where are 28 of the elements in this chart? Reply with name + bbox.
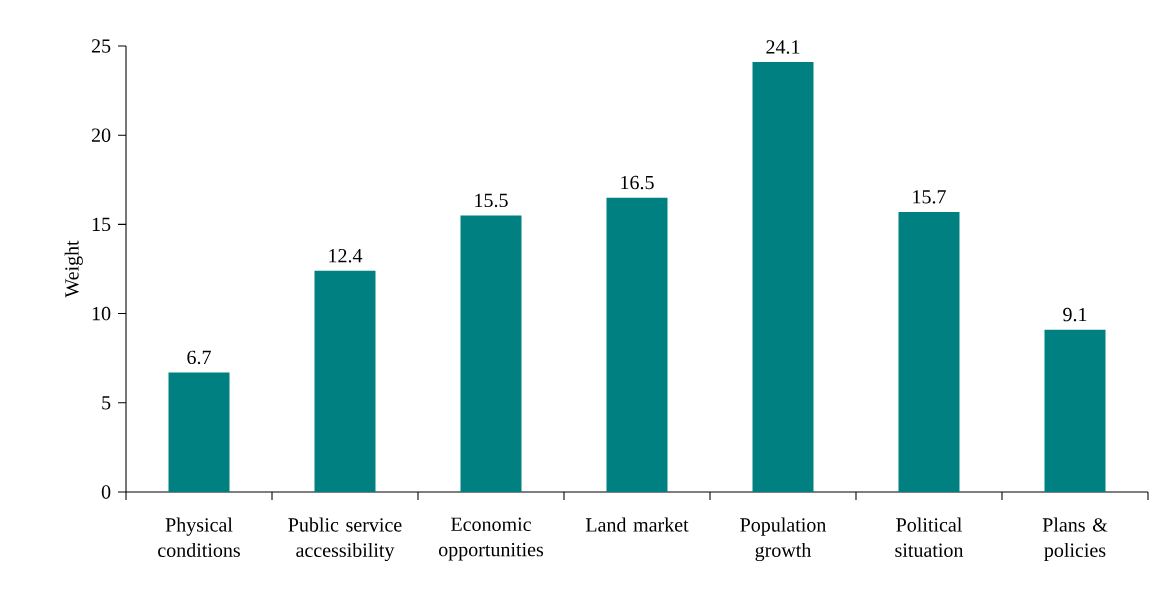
bar bbox=[606, 197, 668, 492]
data-label: 9.1 bbox=[1063, 307, 1087, 322]
x-tick-label: Political situation bbox=[895, 517, 964, 557]
data-label: 6.7 bbox=[187, 350, 211, 365]
bar bbox=[168, 372, 230, 492]
x-tick-label: Public service accessibility bbox=[288, 517, 402, 562]
x-tick-label: Physical conditions bbox=[158, 517, 240, 557]
y-tick-label: 15 bbox=[92, 217, 111, 232]
bar bbox=[1044, 329, 1106, 492]
bar bbox=[314, 270, 376, 492]
bar bbox=[898, 211, 960, 492]
bar bbox=[460, 215, 522, 492]
data-label: 24.1 bbox=[766, 40, 800, 54]
y-tick-label: 10 bbox=[92, 306, 111, 321]
x-tick-label: Population growth bbox=[740, 517, 827, 562]
x-tick-label: Economic opportunities bbox=[438, 517, 544, 561]
data-label: 15.7 bbox=[913, 190, 946, 204]
data-label: 16.5 bbox=[621, 175, 654, 190]
bar bbox=[752, 62, 814, 492]
y-tick-label: 5 bbox=[102, 396, 111, 410]
data-label: 12.4 bbox=[329, 248, 363, 263]
y-tick-label: 20 bbox=[91, 128, 111, 142]
y-axis-title: Weight bbox=[64, 240, 83, 298]
y-tick-label: 0 bbox=[101, 485, 111, 499]
data-label: 15.5 bbox=[475, 193, 508, 208]
x-tick-label: Land market bbox=[585, 517, 689, 532]
x-tick-label: Plans & policies bbox=[1042, 517, 1108, 562]
y-tick-label: 25 bbox=[91, 39, 111, 53]
